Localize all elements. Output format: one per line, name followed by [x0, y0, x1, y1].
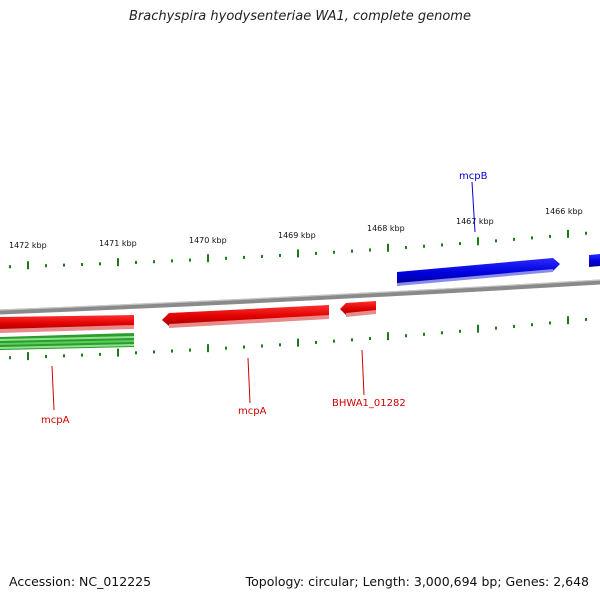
minor-tick — [99, 262, 101, 266]
minor-tick — [153, 260, 155, 264]
major-tick — [387, 332, 389, 341]
minor-tick — [45, 354, 47, 358]
minor-tick — [585, 317, 587, 321]
accession-text: Accession: NC_012225 — [9, 574, 152, 589]
minor-tick — [189, 258, 191, 262]
tick-label-1466: 1466 kbp — [545, 207, 583, 216]
minor-tick — [63, 263, 65, 267]
minor-tick — [351, 249, 353, 253]
minor-tick — [261, 254, 263, 258]
minor-tick — [441, 243, 443, 247]
map-title: Brachyspira hyodysenteriae WA1, complete… — [129, 9, 471, 24]
tick-label-1471: 1471 kbp — [99, 239, 137, 248]
minor-tick — [495, 239, 497, 243]
major-tick — [477, 237, 479, 246]
minor-tick — [279, 253, 281, 257]
minor-tick — [171, 259, 173, 263]
minor-tick — [459, 329, 461, 333]
major-tick — [117, 258, 119, 267]
gene-forward-partial[interactable] — [589, 254, 600, 267]
minor-tick — [225, 256, 227, 260]
minor-tick — [243, 255, 245, 259]
major-tick — [297, 249, 299, 258]
major-tick — [387, 243, 389, 252]
major-tick — [27, 352, 29, 361]
minor-tick — [423, 244, 425, 248]
minor-tick — [189, 348, 191, 352]
ruler-lower — [9, 316, 587, 361]
green-feature-track — [0, 333, 134, 350]
minor-tick — [333, 339, 335, 343]
major-tick — [117, 348, 119, 357]
tick-label-1470: 1470 kbp — [189, 236, 227, 245]
minor-tick — [441, 331, 443, 335]
minor-tick — [369, 248, 371, 252]
ruler-upper — [9, 229, 587, 270]
gene-label-mcpA-2[interactable]: mcpA — [238, 406, 267, 417]
minor-tick — [315, 251, 317, 255]
major-tick — [297, 338, 299, 347]
gene-mcpA-left[interactable] — [0, 315, 134, 333]
gene-mcpB[interactable] — [397, 258, 560, 286]
minor-tick — [81, 262, 83, 266]
minor-tick — [549, 321, 551, 325]
minor-tick — [315, 340, 317, 344]
label-leader-lines — [51, 181, 476, 411]
minor-tick — [513, 237, 515, 241]
minor-tick — [153, 350, 155, 354]
major-tick — [207, 254, 209, 263]
minor-tick — [81, 353, 83, 357]
minor-tick — [495, 326, 497, 330]
minor-tick — [99, 352, 101, 356]
minor-tick — [9, 356, 11, 360]
minor-tick — [531, 323, 533, 327]
minor-tick — [225, 346, 227, 350]
gene-label-mcpA-1[interactable]: mcpA — [41, 415, 70, 426]
gene-label-mcpB[interactable]: mcpB — [459, 171, 488, 182]
topology-text: Topology: circular; Length: 3,000,694 bp… — [245, 574, 589, 589]
tick-labels: 1472 kbp 1471 kbp 1470 kbp 1469 kbp 1468… — [9, 207, 583, 250]
minor-tick — [279, 343, 281, 347]
minor-tick — [531, 236, 533, 240]
minor-tick — [171, 349, 173, 353]
minor-tick — [261, 344, 263, 348]
major-tick — [27, 261, 29, 270]
minor-tick — [423, 332, 425, 336]
minor-tick — [405, 334, 407, 338]
minor-tick — [369, 337, 371, 341]
tick-label-1469: 1469 kbp — [278, 231, 316, 240]
minor-tick — [585, 231, 587, 235]
minor-tick — [351, 338, 353, 342]
major-tick — [567, 316, 569, 325]
minor-tick — [333, 250, 335, 254]
minor-tick — [135, 260, 137, 264]
minor-tick — [243, 345, 245, 349]
minor-tick — [513, 324, 515, 328]
genome-backbone — [0, 279, 600, 315]
gene-mcpA-middle[interactable] — [162, 305, 329, 328]
minor-tick — [45, 264, 47, 268]
minor-tick — [459, 242, 461, 246]
minor-tick — [549, 234, 551, 238]
major-tick — [207, 344, 209, 353]
minor-tick — [135, 351, 137, 355]
minor-tick — [9, 265, 11, 269]
gene-BHWA1_01282[interactable] — [340, 301, 376, 317]
minor-tick — [63, 354, 65, 358]
tick-label-1468: 1468 kbp — [367, 224, 405, 233]
major-tick — [477, 324, 479, 333]
minor-tick — [405, 246, 407, 250]
tick-label-1472: 1472 kbp — [9, 241, 47, 250]
major-tick — [567, 229, 569, 238]
gene-label-BHWA1_01282[interactable]: BHWA1_01282 — [332, 398, 406, 409]
